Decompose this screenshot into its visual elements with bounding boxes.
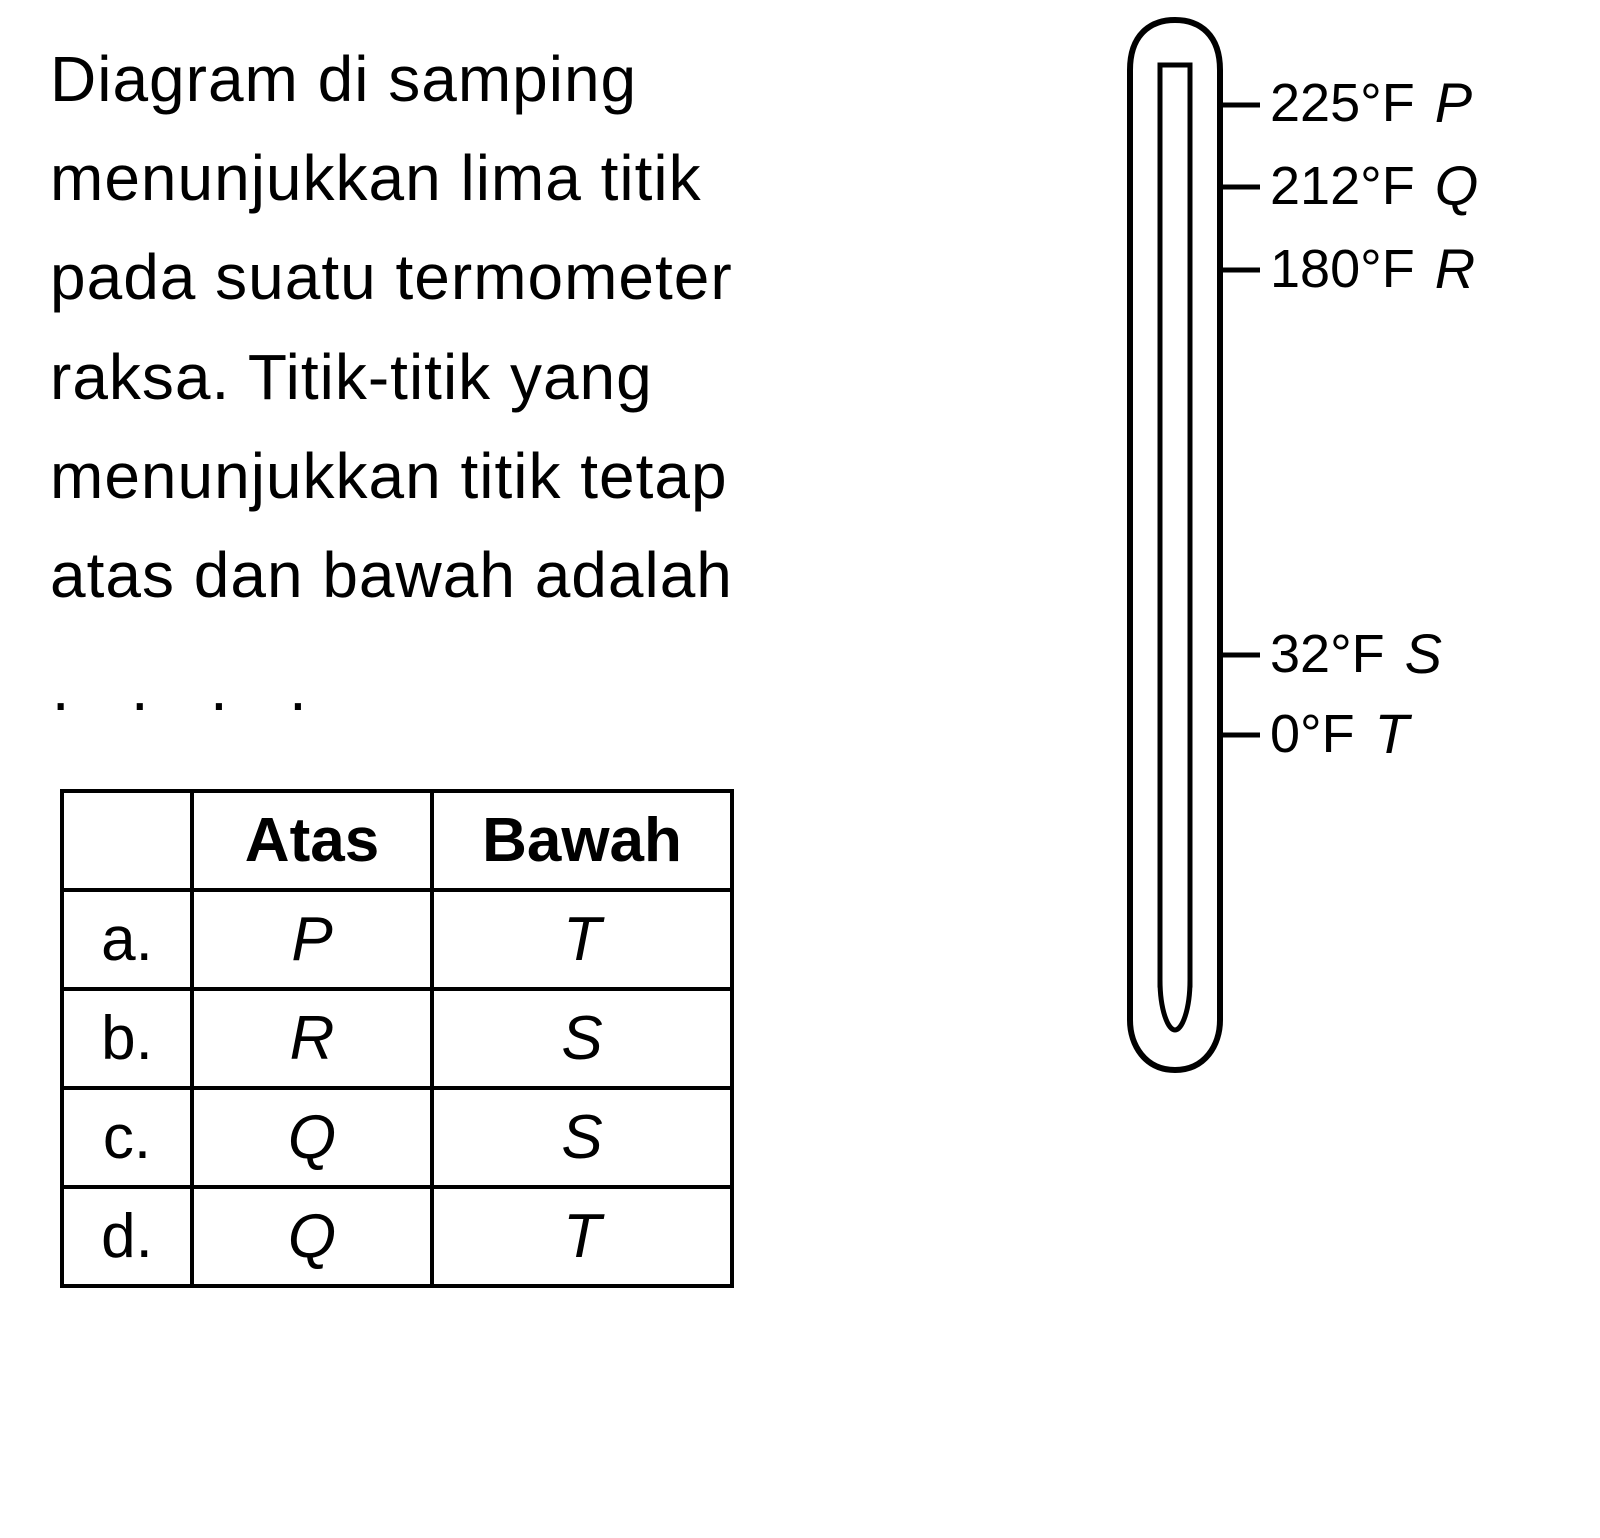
q-line2: menunjukkan lima titik [50,142,702,214]
tick-row: 180°F R [1270,241,1475,297]
tick-letter: Q [1435,158,1479,214]
row-label: d. [62,1187,192,1286]
tick-row: 32°F S [1270,626,1442,682]
th-bawah: Bawah [432,791,732,890]
tick-row: 0°F T [1270,706,1409,762]
q-line3: pada suatu termometer [50,241,733,313]
row-label: c. [62,1088,192,1187]
left-column: Diagram di samping menunjukkan lima titi… [50,30,1000,1288]
thermometer-icon [1060,10,1290,1130]
tick-row: 225°F P [1270,75,1472,131]
q-dots: · · · · [50,665,1000,739]
tick-value: 225°F [1270,76,1415,130]
tick-letter: P [1435,75,1472,131]
tick-value: 212°F [1270,159,1415,213]
q-line4: raksa. Titik-titik yang [50,341,653,413]
cell-bawah: T [432,890,732,989]
th-atas: Atas [192,791,432,890]
cell-bawah: S [432,1088,732,1187]
table-row: d. Q T [62,1187,732,1286]
tick-value: 180°F [1270,242,1415,296]
cell-atas: R [192,989,432,1088]
cell-bawah: T [432,1187,732,1286]
thermometer-diagram: 225°F P 212°F Q 180°F R 32°F S 0°F T [1060,10,1580,1130]
tick-letter: S [1405,626,1442,682]
table-row: a. P T [62,890,732,989]
q-line5: menunjukkan titik tetap [50,440,728,512]
question-text: Diagram di samping menunjukkan lima titi… [50,30,1000,625]
cell-atas: Q [192,1088,432,1187]
tick-letter: R [1435,241,1475,297]
cell-atas: Q [192,1187,432,1286]
q-line1: Diagram di samping [50,43,637,115]
row-label: b. [62,989,192,1088]
cell-bawah: S [432,989,732,1088]
tick-letter: T [1375,706,1409,762]
q-line6: atas dan bawah adalah [50,539,733,611]
th-blank [62,791,192,890]
table-row: b. R S [62,989,732,1088]
row-label: a. [62,890,192,989]
right-column: 225°F P 212°F Q 180°F R 32°F S 0°F T [1060,30,1580,1288]
answer-table: Atas Bawah a. P T b. R S c. Q S d. Q T [60,789,734,1288]
tick-value: 32°F [1270,627,1385,681]
table-header-row: Atas Bawah [62,791,732,890]
tick-value: 0°F [1270,707,1355,761]
table-row: c. Q S [62,1088,732,1187]
cell-atas: P [192,890,432,989]
tick-row: 212°F Q [1270,158,1478,214]
